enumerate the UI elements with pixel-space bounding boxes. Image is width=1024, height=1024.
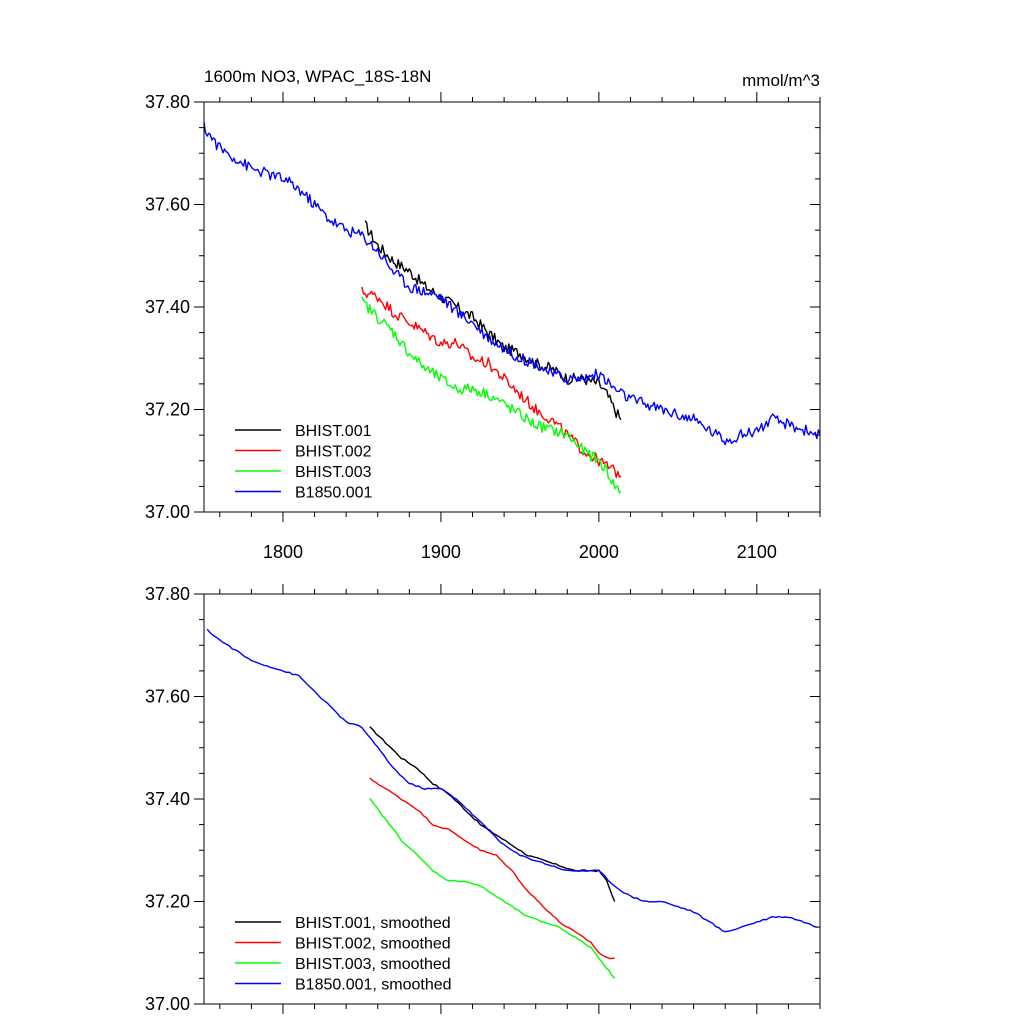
y-tick-label: 37.20	[145, 400, 190, 420]
legend-label: BHIST.002	[295, 444, 372, 461]
y-tick-label: 37.60	[145, 195, 190, 215]
series-line-b1850-001-smoothed	[206, 628, 817, 933]
chart-title: 1600m NO3, WPAC_18S-18N	[204, 67, 431, 86]
y-tick-label: 37.20	[145, 892, 190, 912]
x-tick-label: 2000	[579, 542, 619, 562]
y-tick-label: 37.40	[145, 789, 190, 809]
x-tick-label: 1900	[421, 542, 461, 562]
series-line-bhist-003	[361, 296, 622, 494]
y-tick-label: 37.60	[145, 687, 190, 707]
series-line-bhist-002	[361, 286, 622, 479]
y-tick-label: 37.00	[145, 994, 190, 1014]
y-tick-label: 37.00	[145, 502, 190, 522]
legend-label: BHIST.003	[295, 464, 372, 481]
legend-label: BHIST.001, smoothed	[295, 915, 451, 932]
legend-label: BHIST.002, smoothed	[295, 936, 451, 953]
legend-label: B1850.001	[295, 485, 373, 502]
legend-label: B1850.001, smoothed	[295, 977, 452, 994]
x-tick-label: 2100	[737, 542, 777, 562]
y-tick-label: 37.80	[145, 584, 190, 604]
units-label: mmol/m^3	[742, 71, 820, 90]
panel-top: 1600m NO3, WPAC_18S-18N mmol/m^3 BHIST.0…	[145, 67, 821, 562]
legend-label: BHIST.003, smoothed	[295, 956, 451, 973]
series-line-bhist-003-smoothed	[369, 797, 616, 979]
legend-label: BHIST.001	[295, 423, 372, 440]
series-line-bhist-001-smoothed	[369, 726, 616, 902]
series-line-b1850-001	[203, 122, 821, 446]
y-tick-label: 37.40	[145, 297, 190, 317]
y-tick-label: 37.80	[145, 92, 190, 112]
series-line-bhist-002-smoothed	[369, 777, 615, 960]
x-tick-label: 1800	[263, 542, 303, 562]
series-line-bhist-001	[364, 220, 622, 421]
panel-bottom: BHIST.001, smoothed BHIST.002, smoothed BH…	[145, 584, 821, 1014]
